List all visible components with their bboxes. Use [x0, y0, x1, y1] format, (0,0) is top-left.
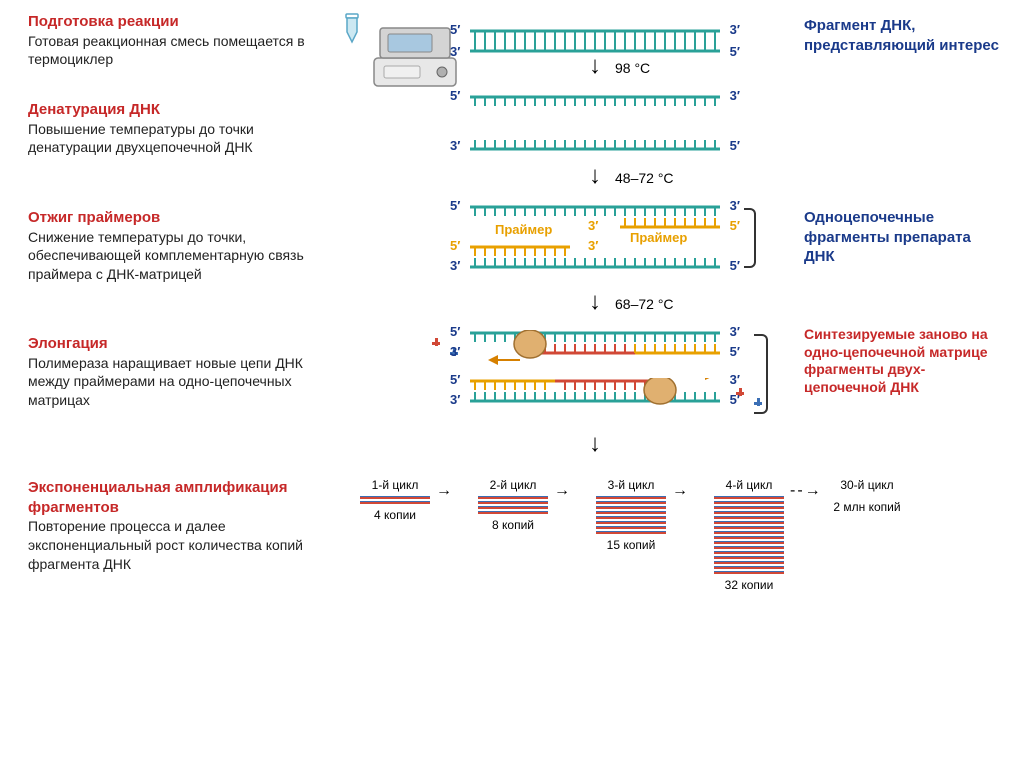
cycle-copies: 4 копии	[360, 508, 430, 522]
cycle-copies: 32 копии	[714, 578, 784, 592]
arrow-right-icon: →	[436, 482, 452, 500]
arrow-right-icon: →	[554, 482, 570, 500]
elong-heading: Элонгация	[28, 334, 328, 354]
arrow-down-icon: ↓	[589, 52, 601, 80]
cycle-label: 30-й цикл	[832, 478, 902, 492]
cycle-bars	[714, 496, 784, 574]
arrow-down-icon: ↓	[589, 288, 601, 316]
cycle-4: 4-й цикл 32 копии	[714, 478, 784, 592]
cycle-copies: 8 копий	[478, 518, 548, 532]
anneal-bot-pair: 5′ 3′ 3′ 5′ Праймер	[470, 244, 720, 273]
temp-anneal: 48–72 °C	[615, 170, 674, 186]
elong-body: Полимераза наращивает новые цепи ДНК меж…	[28, 354, 328, 411]
cycle-copies: 2 млн копий	[832, 500, 902, 514]
bracket-right-elong	[754, 334, 768, 414]
denat-heading: Денатурация ДНК	[28, 100, 328, 120]
arrow-right-icon: --→	[790, 482, 823, 500]
denat-body: Повышение температуры до точки денатурац…	[28, 120, 328, 158]
prep-body: Готовая реакционная смесь помещается в т…	[28, 32, 328, 70]
prep-heading: Подготовка реакции	[28, 12, 328, 32]
cycle-1: 1-й цикл 4 копии	[360, 478, 430, 522]
cycle-bars	[478, 496, 548, 514]
denat-block: Денатурация ДНК Повышение температуры до…	[28, 100, 328, 157]
arrow-down-icon: ↓	[589, 430, 601, 458]
temp-elong: 68–72 °C	[615, 296, 674, 312]
cycle-label: 4-й цикл	[714, 478, 784, 492]
amp-heading: Экспоненциальная амплификация фрагментов	[28, 478, 348, 517]
temp-denat: 98 °C	[615, 60, 650, 76]
cycle-bars	[360, 496, 430, 504]
cycle-copies: 15 копий	[596, 538, 666, 552]
dsdna-caption: Фрагмент ДНК, представляющий интерес	[804, 16, 1004, 55]
amp-body: Повторение процесса и далее экспоненциал…	[28, 517, 348, 574]
cycle-label: 3-й цикл	[596, 478, 666, 492]
tube-icon	[340, 12, 364, 48]
ss-bottom: 3′ 5′	[470, 138, 720, 155]
arrow-right-icon: →	[672, 482, 688, 500]
elong-top: 5′ 3′ 5′ 3′	[470, 330, 720, 379]
anneal-heading: Отжиг праймеров	[28, 208, 328, 228]
arrow-down-icon: ↓	[589, 162, 601, 190]
elong-block: Элонгация Полимераза наращивает новые це…	[28, 334, 328, 410]
anneal-block: Отжиг праймеров Снижение температуры до …	[28, 208, 328, 284]
primer-label-left: Праймер	[495, 222, 552, 237]
ss-top: 5′ 3′	[470, 94, 720, 111]
cycle-2: 2-й цикл 8 копий	[478, 478, 548, 532]
anneal-body: Снижение температуры до точки, обеспечив…	[28, 228, 328, 285]
cycle-bars	[596, 496, 666, 534]
bracket-right-anneal	[744, 208, 756, 268]
thermocycler-icon	[370, 24, 460, 92]
anneal-top-pair: 5′ 3′ 5′ 3′ Праймер	[470, 204, 720, 233]
cycle-label: 2-й цикл	[478, 478, 548, 492]
cycle-5: 30-й цикл 2 млн копий	[832, 478, 902, 514]
cycle-label: 1-й цикл	[360, 478, 430, 492]
amp-block: Экспоненциальная амплификация фрагментов…	[28, 478, 348, 574]
primer-label-right: Праймер	[630, 230, 687, 245]
elong-right-caption: Синтезируемые заново на одно-цепочечной …	[804, 326, 1004, 396]
elong-bot: 5′ 3′ 3′ 5′	[470, 378, 720, 427]
prep-block: Подготовка реакции Готовая реакционная с…	[28, 12, 328, 69]
anneal-right-caption: Одноцепочечные фрагменты препарата ДНК	[804, 208, 1004, 267]
cycle-3: 3-й цикл 15 копий	[596, 478, 666, 552]
